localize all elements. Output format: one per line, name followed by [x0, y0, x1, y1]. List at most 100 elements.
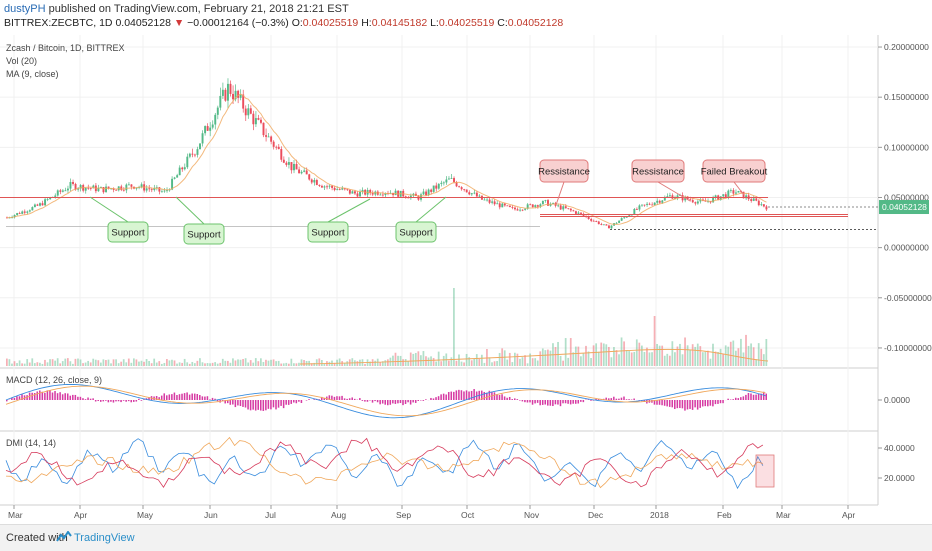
macd-histogram-bar: [379, 400, 381, 404]
candle-body: [694, 202, 696, 203]
candle-body: [451, 178, 453, 179]
volume-bar: [161, 364, 163, 366]
macd-histogram-bar: [395, 400, 397, 404]
macd-histogram-bar: [438, 396, 440, 400]
macd-histogram-bar: [199, 395, 201, 400]
candle-body: [123, 190, 125, 191]
last-price: 0.04052128: [115, 17, 170, 29]
volume-bar: [524, 355, 526, 366]
candle-body: [252, 114, 254, 125]
candle-body: [621, 218, 623, 221]
volume-bar: [608, 347, 610, 366]
candle-body: [125, 185, 127, 191]
macd-axis-label: 0.0000: [884, 395, 910, 405]
candle-body: [260, 120, 262, 123]
volume-bar: [293, 363, 295, 366]
candle-body: [440, 183, 442, 184]
volume-bar: [476, 354, 478, 366]
macd-histogram-bar: [113, 400, 115, 403]
volume-bar: [21, 363, 23, 366]
volume-bar: [303, 360, 305, 366]
candle-body: [179, 168, 181, 176]
volume-bar: [62, 361, 64, 366]
candle-body: [608, 226, 610, 229]
low-value: 0.04025519: [439, 17, 494, 29]
candle-body: [64, 190, 66, 191]
candle-body: [341, 188, 343, 189]
macd-histogram-bar: [296, 400, 298, 403]
macd-histogram-bar: [412, 400, 414, 402]
candle-body: [301, 172, 303, 173]
volume-bar: [163, 363, 165, 366]
macd-histogram-bar: [628, 399, 630, 400]
candle-body: [191, 154, 193, 155]
volume-bar: [572, 352, 574, 366]
time-tick-label: Jul: [265, 510, 276, 520]
volume-bar: [611, 357, 613, 366]
candle-body: [329, 186, 331, 187]
macd-histogram-bar: [659, 400, 661, 405]
candle-body: [199, 143, 201, 149]
macd-histogram-bar: [735, 398, 737, 400]
candle-body: [209, 128, 211, 131]
macd-histogram-bar: [699, 400, 701, 408]
volume-bar: [31, 358, 33, 366]
macd-histogram-bar: [400, 400, 402, 403]
volume-bar: [692, 344, 694, 366]
candle-body: [90, 188, 92, 189]
volume-bar: [260, 358, 262, 366]
volume-bar: [448, 361, 450, 366]
chart-canvas[interactable]: 0.200000000.150000000.100000000.05000000…: [0, 35, 932, 523]
macd-histogram-bar: [682, 400, 684, 408]
macd-histogram-bar: [550, 400, 552, 406]
tradingview-brand[interactable]: TradingView: [74, 532, 135, 544]
macd-histogram-bar: [750, 393, 752, 400]
volume-bar: [489, 357, 491, 366]
volume-bar: [255, 358, 257, 366]
candle-body: [468, 192, 470, 194]
macd-histogram-bar: [62, 394, 64, 400]
volume-bar: [148, 361, 150, 366]
candle-body: [590, 219, 592, 221]
macd-histogram-bar: [194, 394, 196, 400]
candle-body: [280, 149, 282, 160]
candle-body: [331, 186, 333, 188]
candle-body: [522, 210, 524, 211]
macd-histogram-bar: [702, 400, 704, 406]
volume-bar: [87, 361, 89, 366]
candle-body: [128, 184, 130, 185]
down-arrow-icon: ▼: [174, 17, 184, 29]
candle-body: [661, 200, 663, 202]
candle-body: [433, 186, 435, 192]
macd-histogram-bar: [97, 400, 99, 401]
candle-body: [176, 175, 178, 177]
volume-bar: [57, 358, 59, 366]
volume-bar: [214, 362, 216, 366]
author-link[interactable]: dustyPH: [4, 3, 46, 15]
macd-histogram-bar: [257, 400, 259, 410]
volume-bar: [70, 361, 72, 366]
volume-bar: [646, 348, 648, 366]
volume-bar: [590, 358, 592, 366]
macd-pane: [6, 385, 767, 418]
macd-histogram-bar: [59, 392, 61, 400]
macd-histogram-bar: [141, 400, 143, 401]
volume-bar: [105, 360, 107, 366]
candle-body: [438, 184, 440, 189]
macd-histogram-bar: [95, 400, 97, 401]
macd-histogram-bar: [179, 394, 181, 400]
candle-body: [222, 90, 224, 96]
volume-bar: [339, 358, 341, 366]
volume-bar: [506, 360, 508, 366]
macd-histogram-bar: [712, 400, 714, 406]
candle-body: [537, 205, 539, 207]
macd-histogram-bar: [331, 396, 333, 400]
main-pane[interactable]: [0, 35, 878, 368]
candle-body: [288, 162, 290, 165]
volume-bar: [438, 352, 440, 366]
macd-histogram-bar: [611, 398, 613, 400]
candle-body: [689, 199, 691, 200]
volume-bar: [176, 364, 178, 366]
candle-body: [202, 133, 204, 143]
volume-bar: [174, 360, 176, 366]
